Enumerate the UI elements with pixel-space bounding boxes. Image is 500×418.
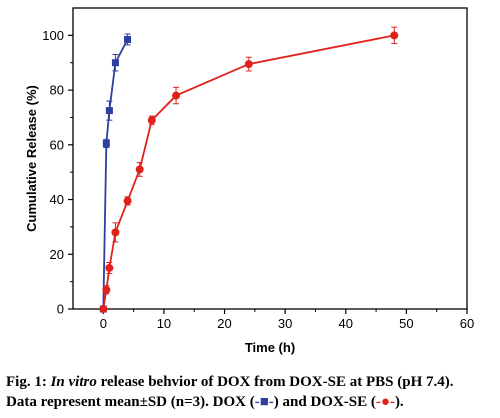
caption-line1-text: release behvior of DOX from DOX-SE at PB… [96,374,454,390]
figure-caption: Fig. 1: In vitro release behvior of DOX … [6,372,496,412]
plot-frame [72,7,468,310]
caption-line2-end: ). [394,394,404,410]
x-tick-label: 30 [278,316,292,331]
x-tick-label: 0 [100,316,107,331]
x-tick-label: 40 [339,316,353,331]
release-chart: 0 10 20 30 40 50 60 0 20 40 60 80 100 Time (h) Cumulat… [24,7,474,355]
x-tick-label: 20 [217,316,231,331]
doxse-point [105,263,114,272]
doxse-point [111,228,120,237]
caption-line2-mid: ) and DOX-SE ( [273,394,376,410]
doxse-point [390,31,399,40]
y-tick-label: 0 [57,302,64,317]
doxse-point [123,196,132,205]
doxse-point [102,285,111,294]
dox-point [124,35,132,43]
x-tick-label: 50 [399,316,413,331]
chart-area: 0 10 20 30 40 50 60 0 20 40 60 80 100 Time (h) Cumulat… [24,7,474,355]
caption-line2-start: Data represent mean±SD (n=3). DOX ( [6,394,255,410]
y-axis-label: Cumulative Release (%) [24,85,39,232]
x-tick-label: 60 [460,316,474,331]
doxse-point [244,60,253,69]
doxse-series-line [102,34,395,310]
y-tick-label: 60 [50,137,64,152]
caption-fig-label: Fig. 1: [6,374,51,390]
doxse-point [99,305,108,313]
caption-line-1: Fig. 1: In vitro release behvior of DOX … [6,372,496,392]
doxse-point [135,165,144,174]
dox-point [111,59,119,67]
y-tick-label: 80 [50,83,64,98]
caption-italic-phrase: In vitro [50,374,97,390]
doxse-point [147,116,156,125]
doxse-point [172,91,181,100]
dox-legend-symbol: -■- [254,394,274,410]
caption-line-2: Data represent mean±SD (n=3). DOX (-■-) … [6,392,496,412]
dox-point [105,107,113,115]
doxse-legend-symbol: -●- [375,394,395,410]
y-tick-label: 20 [50,247,64,262]
y-tick-label: 40 [50,192,64,207]
x-tick-label: 10 [157,316,171,331]
dox-point [102,139,110,147]
y-tick-label: 100 [42,28,64,43]
x-axis-label: Time (h) [245,340,295,355]
